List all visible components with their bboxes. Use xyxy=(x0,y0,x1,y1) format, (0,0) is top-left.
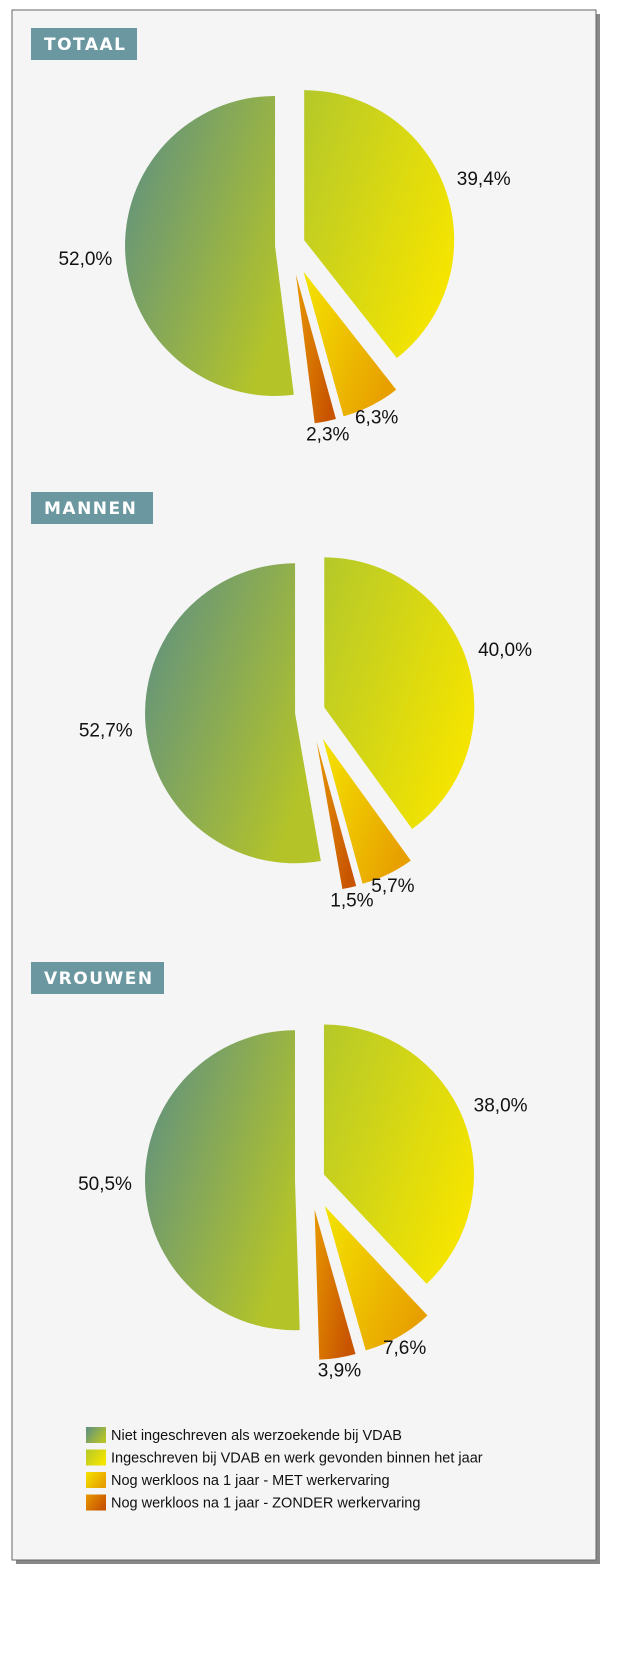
legend-swatch xyxy=(86,1494,106,1511)
value-label: 52,7% xyxy=(79,721,133,742)
value-label: 40,0% xyxy=(478,640,532,661)
legend-swatch xyxy=(86,1427,106,1443)
title-box xyxy=(31,492,153,524)
pie-slice xyxy=(322,739,411,884)
value-label: 3,9% xyxy=(318,1361,361,1382)
title-box xyxy=(31,28,137,60)
pie-slice xyxy=(145,1030,300,1331)
pie-slice xyxy=(323,1024,474,1284)
value-label: 52,0% xyxy=(58,249,112,270)
pie-slice xyxy=(324,557,475,829)
value-label: 2,3% xyxy=(306,424,349,445)
value-label: 50,5% xyxy=(78,1174,132,1195)
value-label: 6,3% xyxy=(355,407,398,428)
pie-slice xyxy=(314,1209,356,1360)
pie-slice xyxy=(295,274,336,424)
pie-slice xyxy=(316,741,357,890)
legend-swatch xyxy=(86,1449,106,1466)
legend-label: Ingeschreven bij VDAB en werk gevonden b… xyxy=(111,1451,483,1467)
value-label: 7,6% xyxy=(383,1338,426,1359)
value-label: 38,0% xyxy=(474,1096,528,1117)
pie-slice xyxy=(304,90,455,359)
chart-title: VROUWEN xyxy=(44,969,154,989)
legend-label: Nog werkloos na 1 jaar - MET werkervarin… xyxy=(111,1473,390,1489)
value-label: 1,5% xyxy=(330,890,373,911)
pie-slice xyxy=(324,1206,428,1351)
value-label: 5,7% xyxy=(371,876,414,897)
legend-label: Niet ingeschreven als werzoekende bij VD… xyxy=(111,1428,402,1444)
pie-slice xyxy=(145,563,321,864)
legend-swatch xyxy=(86,1472,106,1488)
value-label: 39,4% xyxy=(457,169,511,190)
pie-slice xyxy=(303,271,397,417)
title-box xyxy=(31,962,164,994)
chart-title: TOTAAL xyxy=(44,35,126,55)
legend-label: Nog werkloos na 1 jaar - ZONDER werkerva… xyxy=(111,1496,420,1512)
pie-slice xyxy=(125,95,294,396)
chart-title: MANNEN xyxy=(44,499,137,519)
